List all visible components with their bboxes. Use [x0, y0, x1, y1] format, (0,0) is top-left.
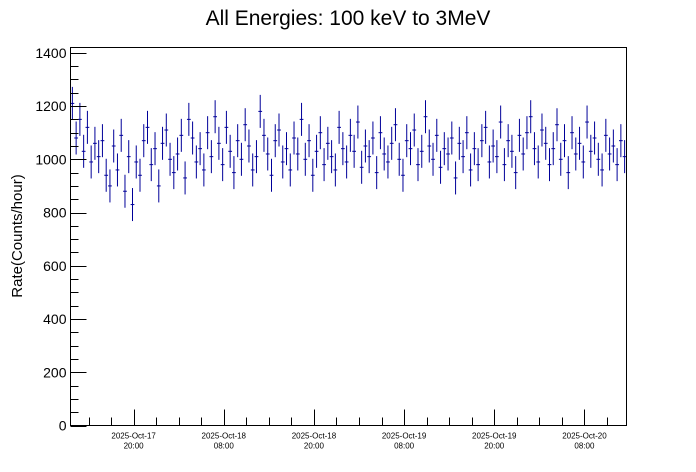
y-axis-label: Rate(Counts/hour) [9, 174, 26, 297]
x-tick-label-date: 2025-Oct-19 [472, 432, 517, 441]
x-tick-label-date: 2025-Oct-18 [292, 432, 337, 441]
x-tick-label-time: 08:00 [214, 442, 235, 451]
y-axis: 0 200 400 600 800 1000 1200 1400 [35, 45, 87, 434]
x-tick-label-time: 20:00 [304, 442, 325, 451]
y-tick-label: 0 [59, 418, 67, 434]
y-tick-label: 200 [43, 364, 67, 380]
x-tick-label-time: 08:00 [574, 442, 595, 451]
plot-frame [70, 47, 627, 426]
x-tick-label-date: 2025-Oct-17 [111, 432, 156, 441]
data-series [70, 86, 627, 222]
y-tick-label: 1400 [35, 45, 66, 61]
x-tick-label-date: 2025-Oct-18 [202, 432, 247, 441]
x-tick-label-time: 20:00 [124, 442, 145, 451]
x-axis: 2025-Oct-1720:002025-Oct-1808:002025-Oct… [89, 409, 608, 451]
y-tick-label: 1000 [35, 151, 66, 167]
y-tick-label: 800 [43, 205, 67, 221]
x-tick-label-date: 2025-Oct-20 [562, 432, 607, 441]
y-tick-label: 600 [43, 258, 67, 274]
y-tick-label: 400 [43, 311, 67, 327]
x-tick-label-time: 20:00 [484, 442, 505, 451]
x-tick-label-date: 2025-Oct-19 [382, 432, 427, 441]
y-tick-label: 1200 [35, 98, 66, 114]
x-tick-label-time: 08:00 [394, 442, 415, 451]
chart-title: All Energies: 100 keV to 3MeV [206, 7, 491, 30]
